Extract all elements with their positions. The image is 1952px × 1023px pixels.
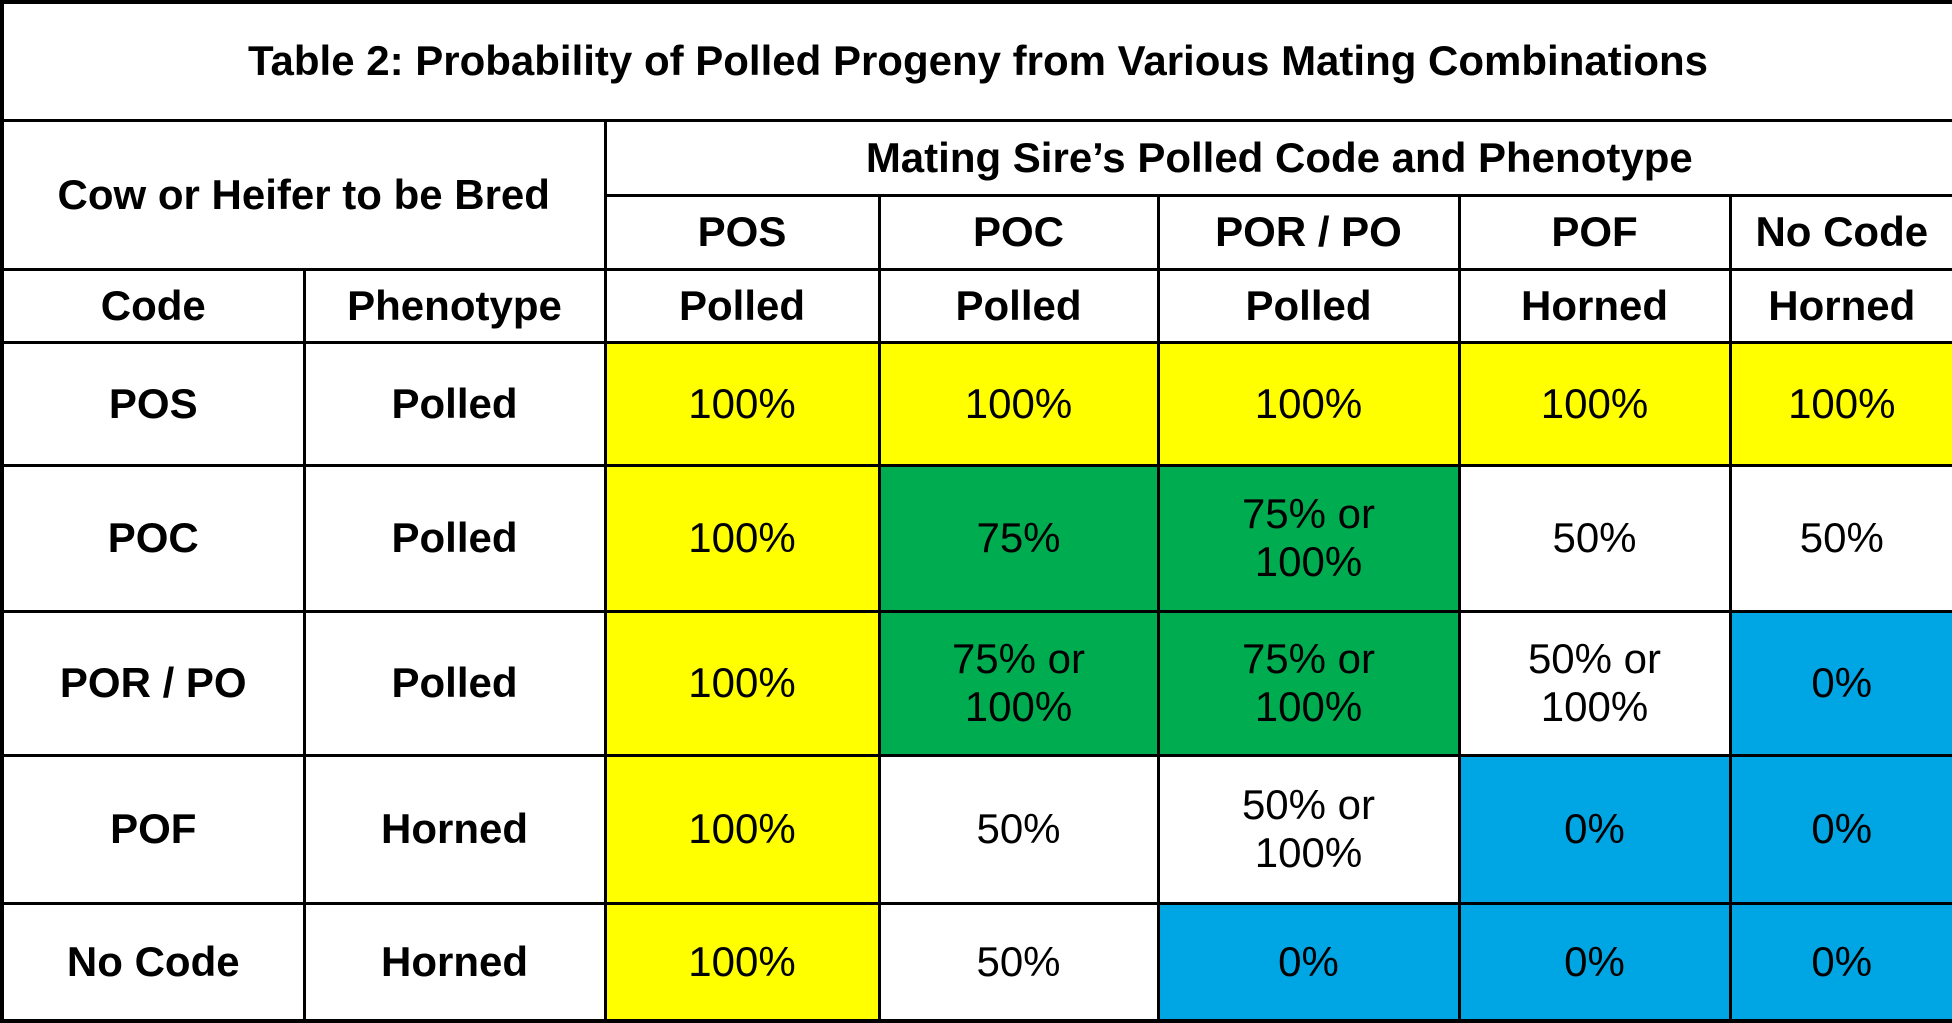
prob-cell-por-po-x-por-po: 75% or 100% bbox=[1156, 609, 1461, 757]
table-row: POF Horned 100% 50% 50% or 100% 0% 0% bbox=[0, 753, 1952, 905]
row-phenotype-pos: Polled bbox=[302, 340, 607, 467]
prob-cell-por-po-x-poc: 75% or 100% bbox=[877, 609, 1160, 757]
prob-cell-no-code-x-poc: 50% bbox=[877, 901, 1160, 1023]
prob-cell-pos-x-por-po: 100% bbox=[1156, 340, 1461, 467]
prob-cell-no-code-x-por-po: 0% bbox=[1156, 901, 1461, 1023]
prob-cell-por-po-x-pos: 100% bbox=[603, 609, 881, 757]
table-title: Table 2: Probability of Polled Progeny f… bbox=[0, 0, 1952, 122]
prob-cell-pof-x-no-code: 0% bbox=[1728, 753, 1952, 905]
col-header-pof: POF bbox=[1457, 193, 1732, 271]
prob-cell-pos-x-pos: 100% bbox=[603, 340, 881, 467]
prob-cell-por-po-x-pof: 50% or 100% bbox=[1457, 609, 1732, 757]
prob-cell-poc-x-por-po: 75% or 100% bbox=[1156, 463, 1461, 613]
col-header-poc: POC bbox=[877, 193, 1160, 271]
row-code-pof: POF bbox=[0, 753, 306, 905]
table-row: No Code Horned 100% 50% 0% 0% 0% bbox=[0, 901, 1952, 1023]
prob-cell-no-code-x-no-code: 0% bbox=[1728, 901, 1952, 1023]
sire-phenotype-no-code: Horned bbox=[1728, 267, 1952, 344]
row-phenotype-no-code: Horned bbox=[302, 901, 607, 1023]
prob-cell-pof-x-poc: 50% bbox=[877, 753, 1160, 905]
prob-cell-poc-x-pof: 50% bbox=[1457, 463, 1732, 613]
prob-cell-pos-x-no-code: 100% bbox=[1728, 340, 1952, 467]
sire-group-header: Mating Sire’s Polled Code and Phenotype bbox=[603, 118, 1952, 197]
sire-phenotype-poc: Polled bbox=[877, 267, 1160, 344]
table-row: POC Polled 100% 75% 75% or 100% 50% 50% bbox=[0, 463, 1952, 613]
prob-cell-no-code-x-pos: 100% bbox=[603, 901, 881, 1023]
row-code-pos: POS bbox=[0, 340, 306, 467]
prob-cell-no-code-x-pof: 0% bbox=[1457, 901, 1732, 1023]
cow-group-header: Cow or Heifer to be Bred bbox=[0, 118, 607, 271]
prob-cell-por-po-x-no-code: 0% bbox=[1728, 609, 1952, 757]
table-row: POR / PO Polled 100% 75% or 100% 75% or … bbox=[0, 609, 1952, 757]
prob-cell-pof-x-pof: 0% bbox=[1457, 753, 1732, 905]
row-phenotype-poc: Polled bbox=[302, 463, 607, 613]
row-code-por-po: POR / PO bbox=[0, 609, 306, 757]
sire-phenotype-por-po: Polled bbox=[1156, 267, 1461, 344]
sire-phenotype-pos: Polled bbox=[603, 267, 881, 344]
row-code-no-code: No Code bbox=[0, 901, 306, 1023]
phenotype-label: Phenotype bbox=[302, 267, 607, 344]
col-header-pos: POS bbox=[603, 193, 881, 271]
prob-cell-pof-x-pos: 100% bbox=[603, 753, 881, 905]
prob-cell-pos-x-pof: 100% bbox=[1457, 340, 1732, 467]
prob-cell-pos-x-poc: 100% bbox=[877, 340, 1160, 467]
col-header-por-po: POR / PO bbox=[1156, 193, 1461, 271]
code-label: Code bbox=[0, 267, 306, 344]
prob-cell-poc-x-pos: 100% bbox=[603, 463, 881, 613]
row-code-poc: POC bbox=[0, 463, 306, 613]
row-phenotype-pof: Horned bbox=[302, 753, 607, 905]
prob-cell-poc-x-no-code: 50% bbox=[1728, 463, 1952, 613]
prob-cell-poc-x-poc: 75% bbox=[877, 463, 1160, 613]
table-row: POS Polled 100% 100% 100% 100% 100% bbox=[0, 340, 1952, 467]
col-header-no-code: No Code bbox=[1728, 193, 1952, 271]
sire-phenotype-pof: Horned bbox=[1457, 267, 1732, 344]
prob-cell-pof-x-por-po: 50% or 100% bbox=[1156, 753, 1461, 905]
row-phenotype-por-po: Polled bbox=[302, 609, 607, 757]
